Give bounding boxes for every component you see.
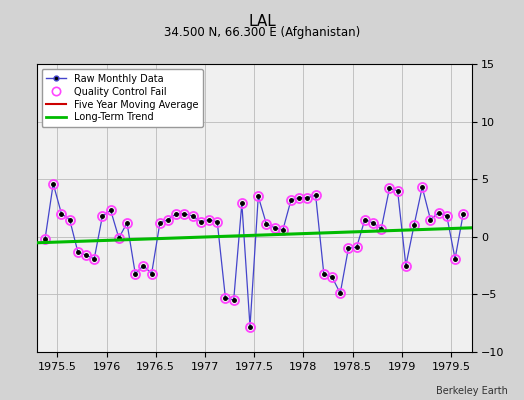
Text: LAL: LAL bbox=[248, 14, 276, 29]
Text: Berkeley Earth: Berkeley Earth bbox=[436, 386, 508, 396]
Text: 34.500 N, 66.300 E (Afghanistan): 34.500 N, 66.300 E (Afghanistan) bbox=[164, 26, 360, 39]
Legend: Raw Monthly Data, Quality Control Fail, Five Year Moving Average, Long-Term Tren: Raw Monthly Data, Quality Control Fail, … bbox=[41, 69, 203, 127]
